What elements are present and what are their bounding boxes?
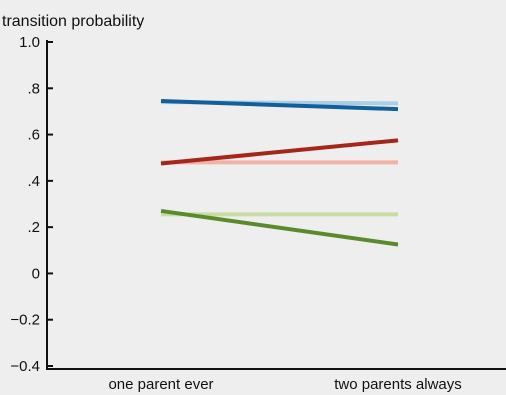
- y-tick-label: 0: [32, 265, 40, 282]
- y-tick-label: −0.4: [10, 358, 40, 375]
- axes: [46, 40, 506, 370]
- series-line-dark-red: [160, 138, 399, 166]
- x-tick-label: one parent ever: [108, 376, 213, 393]
- x-tick-label: two parents always: [334, 376, 462, 393]
- x-axis-labels: one parent ever two parents always: [108, 376, 461, 393]
- y-axis-ticks: 1.0 .8 .6 .4 .2 0 −0.2 −0.4: [10, 34, 53, 375]
- y-axis-title: transition probability: [2, 13, 144, 30]
- y-tick-label: .2: [27, 219, 40, 236]
- y-tick-label: −0.2: [10, 312, 40, 329]
- series-line-dark-green: [160, 208, 399, 247]
- y-tick-label: .8: [27, 80, 40, 97]
- y-tick-label: .6: [27, 127, 40, 144]
- series-lines: [160, 99, 399, 247]
- series-line-dark-blue: [160, 99, 399, 112]
- y-tick-label: 1.0: [19, 34, 40, 51]
- y-tick-label: .4: [27, 173, 40, 190]
